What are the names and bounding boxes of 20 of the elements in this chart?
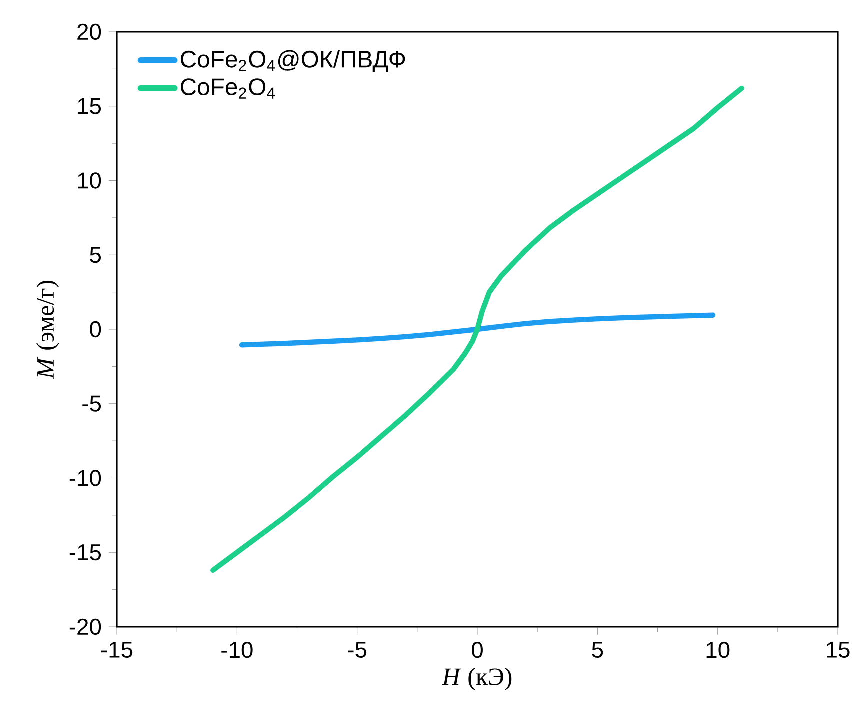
y-tick-label: 5 — [90, 247, 102, 264]
x-tick-label: 5 — [592, 642, 604, 658]
x-tick-label: -10 — [222, 642, 253, 658]
y-tick-label: 10 — [78, 172, 102, 189]
x-tick-label: 10 — [706, 642, 730, 658]
x-tick-label: 0 — [472, 642, 483, 658]
x-tick-label: -5 — [348, 642, 367, 658]
y-axis-title: M (эме/г) — [36, 281, 60, 380]
y-tick-label: -20 — [70, 618, 102, 636]
y-tick-label: 20 — [78, 24, 102, 40]
x-tick-label: 15 — [827, 642, 850, 658]
x-tick-label: -15 — [101, 642, 133, 658]
legend-label: CoFe$_{2}$O$_{4}$ — [181, 78, 276, 99]
y-tick-label: 0 — [90, 321, 102, 338]
x-axis-title: H (кЭ) — [442, 668, 512, 691]
y-tick-label: -5 — [82, 396, 102, 412]
legend-label: CoFe$_{2}$O$_{4}$@ОК/ПВДФ — [181, 50, 406, 72]
y-tick-label: -10 — [70, 470, 102, 486]
y-tick-label: -15 — [70, 544, 102, 561]
y-tick-label: 15 — [78, 98, 102, 114]
